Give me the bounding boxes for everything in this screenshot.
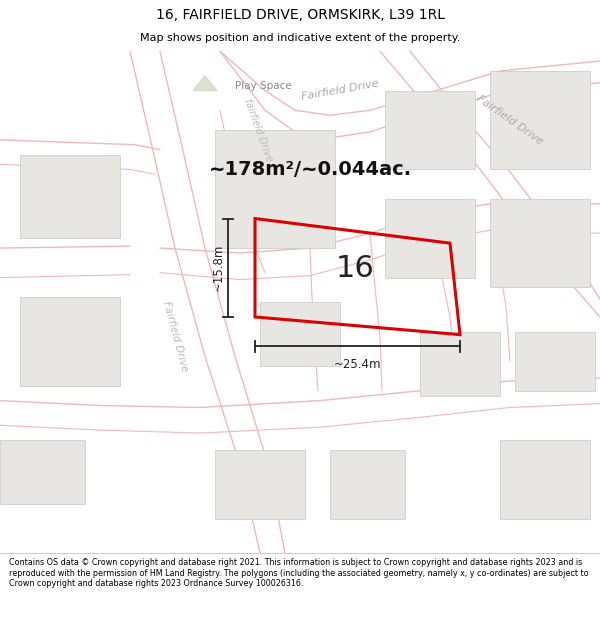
Bar	[20, 154, 120, 238]
Bar	[330, 450, 405, 519]
Bar	[385, 199, 475, 278]
Bar	[260, 302, 340, 366]
Text: ~25.4m: ~25.4m	[334, 357, 381, 371]
Bar	[215, 450, 305, 519]
Text: Fairfield Drive: Fairfield Drive	[301, 79, 380, 102]
Text: ~15.8m: ~15.8m	[212, 244, 224, 291]
Bar	[0, 440, 85, 504]
Text: fairfield Drive: fairfield Drive	[242, 97, 274, 163]
Bar	[385, 91, 475, 169]
Text: Fairfield Drive: Fairfield Drive	[161, 300, 189, 373]
Bar	[515, 332, 595, 391]
Text: Fairfield Drive: Fairfield Drive	[475, 94, 545, 147]
Text: 16, FAIRFIELD DRIVE, ORMSKIRK, L39 1RL: 16, FAIRFIELD DRIVE, ORMSKIRK, L39 1RL	[155, 8, 445, 22]
Bar	[420, 332, 500, 396]
Text: Play Space: Play Space	[235, 81, 292, 91]
Bar	[490, 71, 590, 169]
Bar	[20, 298, 120, 386]
Text: ~178m²/~0.044ac.: ~178m²/~0.044ac.	[208, 160, 412, 179]
Text: 16: 16	[335, 254, 374, 283]
Polygon shape	[193, 76, 217, 91]
Bar	[500, 440, 590, 519]
Bar	[215, 130, 335, 248]
Text: Map shows position and indicative extent of the property.: Map shows position and indicative extent…	[140, 33, 460, 44]
Bar	[490, 199, 590, 288]
Text: Contains OS data © Crown copyright and database right 2021. This information is : Contains OS data © Crown copyright and d…	[9, 558, 589, 588]
